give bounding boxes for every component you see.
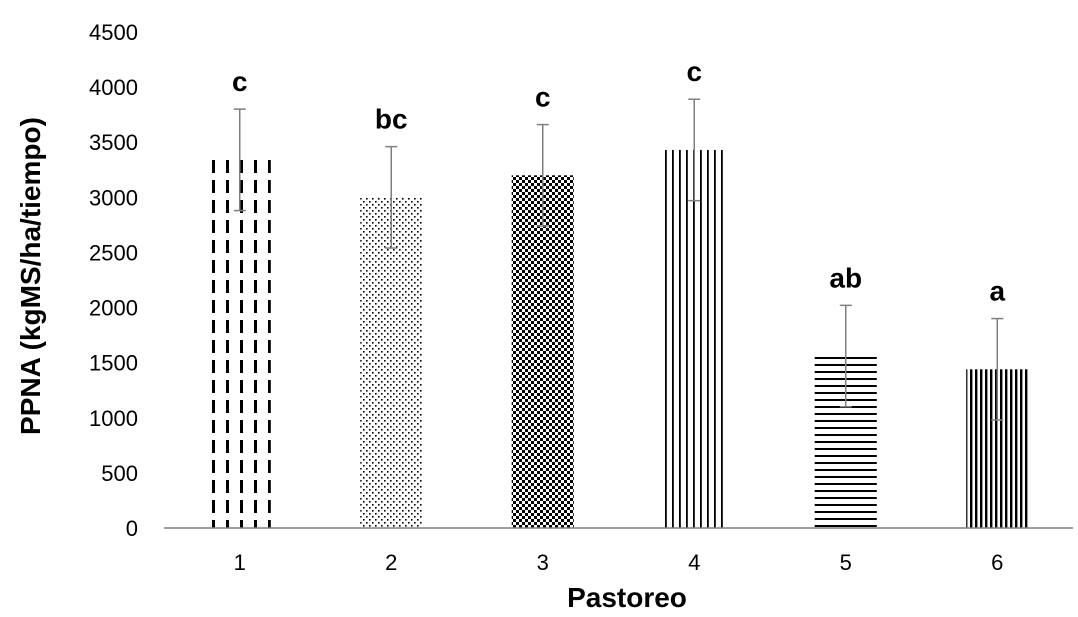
y-tick-label: 2500 xyxy=(89,240,138,265)
error-bars-group xyxy=(233,98,1004,421)
error-bar-5 xyxy=(839,304,852,408)
error-bar-2 xyxy=(385,145,398,249)
significance-label: bc xyxy=(375,104,408,135)
x-axis-ticks: 1 2 3 4 5 6 xyxy=(234,550,1004,575)
bar-pastoreo-4 xyxy=(663,149,726,528)
bar-pastoreo-2 xyxy=(360,197,423,529)
x-axis-title: Pastoreo xyxy=(567,582,687,613)
y-axis-title: PPNA (kgMS/ha/tiempo) xyxy=(15,117,46,435)
significance-labels-group: c bc c c ab a xyxy=(232,56,1006,306)
error-bar-4 xyxy=(688,98,701,202)
y-tick-label: 1000 xyxy=(89,406,138,431)
significance-label: c xyxy=(535,82,551,113)
significance-label: a xyxy=(989,276,1005,307)
y-axis-ticks: 0 500 1000 1500 2000 2500 3000 3500 4000 4500 xyxy=(89,20,138,541)
error-bar-3 xyxy=(536,123,549,227)
x-tick-label: 5 xyxy=(840,550,852,575)
y-tick-label: 0 xyxy=(126,516,138,541)
significance-label: c xyxy=(686,56,702,87)
error-bar-6 xyxy=(991,317,1004,421)
y-tick-label: 500 xyxy=(101,461,138,486)
y-tick-label: 4000 xyxy=(89,75,138,100)
y-tick-label: 4500 xyxy=(89,20,138,45)
significance-label: c xyxy=(232,66,248,97)
bar-pastoreo-1 xyxy=(208,159,271,528)
y-tick-label: 2000 xyxy=(89,296,138,321)
error-bar-1 xyxy=(233,108,246,212)
y-tick-label: 3500 xyxy=(89,130,138,155)
bars-group xyxy=(208,149,1029,529)
x-tick-label: 4 xyxy=(688,550,700,575)
y-tick-label: 1500 xyxy=(89,351,138,376)
x-tick-label: 6 xyxy=(991,550,1003,575)
x-tick-label: 2 xyxy=(385,550,397,575)
bar-pastoreo-3 xyxy=(511,175,574,529)
x-tick-label: 1 xyxy=(234,550,246,575)
x-tick-label: 3 xyxy=(537,550,549,575)
y-tick-label: 3000 xyxy=(89,185,138,210)
significance-label: ab xyxy=(829,262,862,293)
